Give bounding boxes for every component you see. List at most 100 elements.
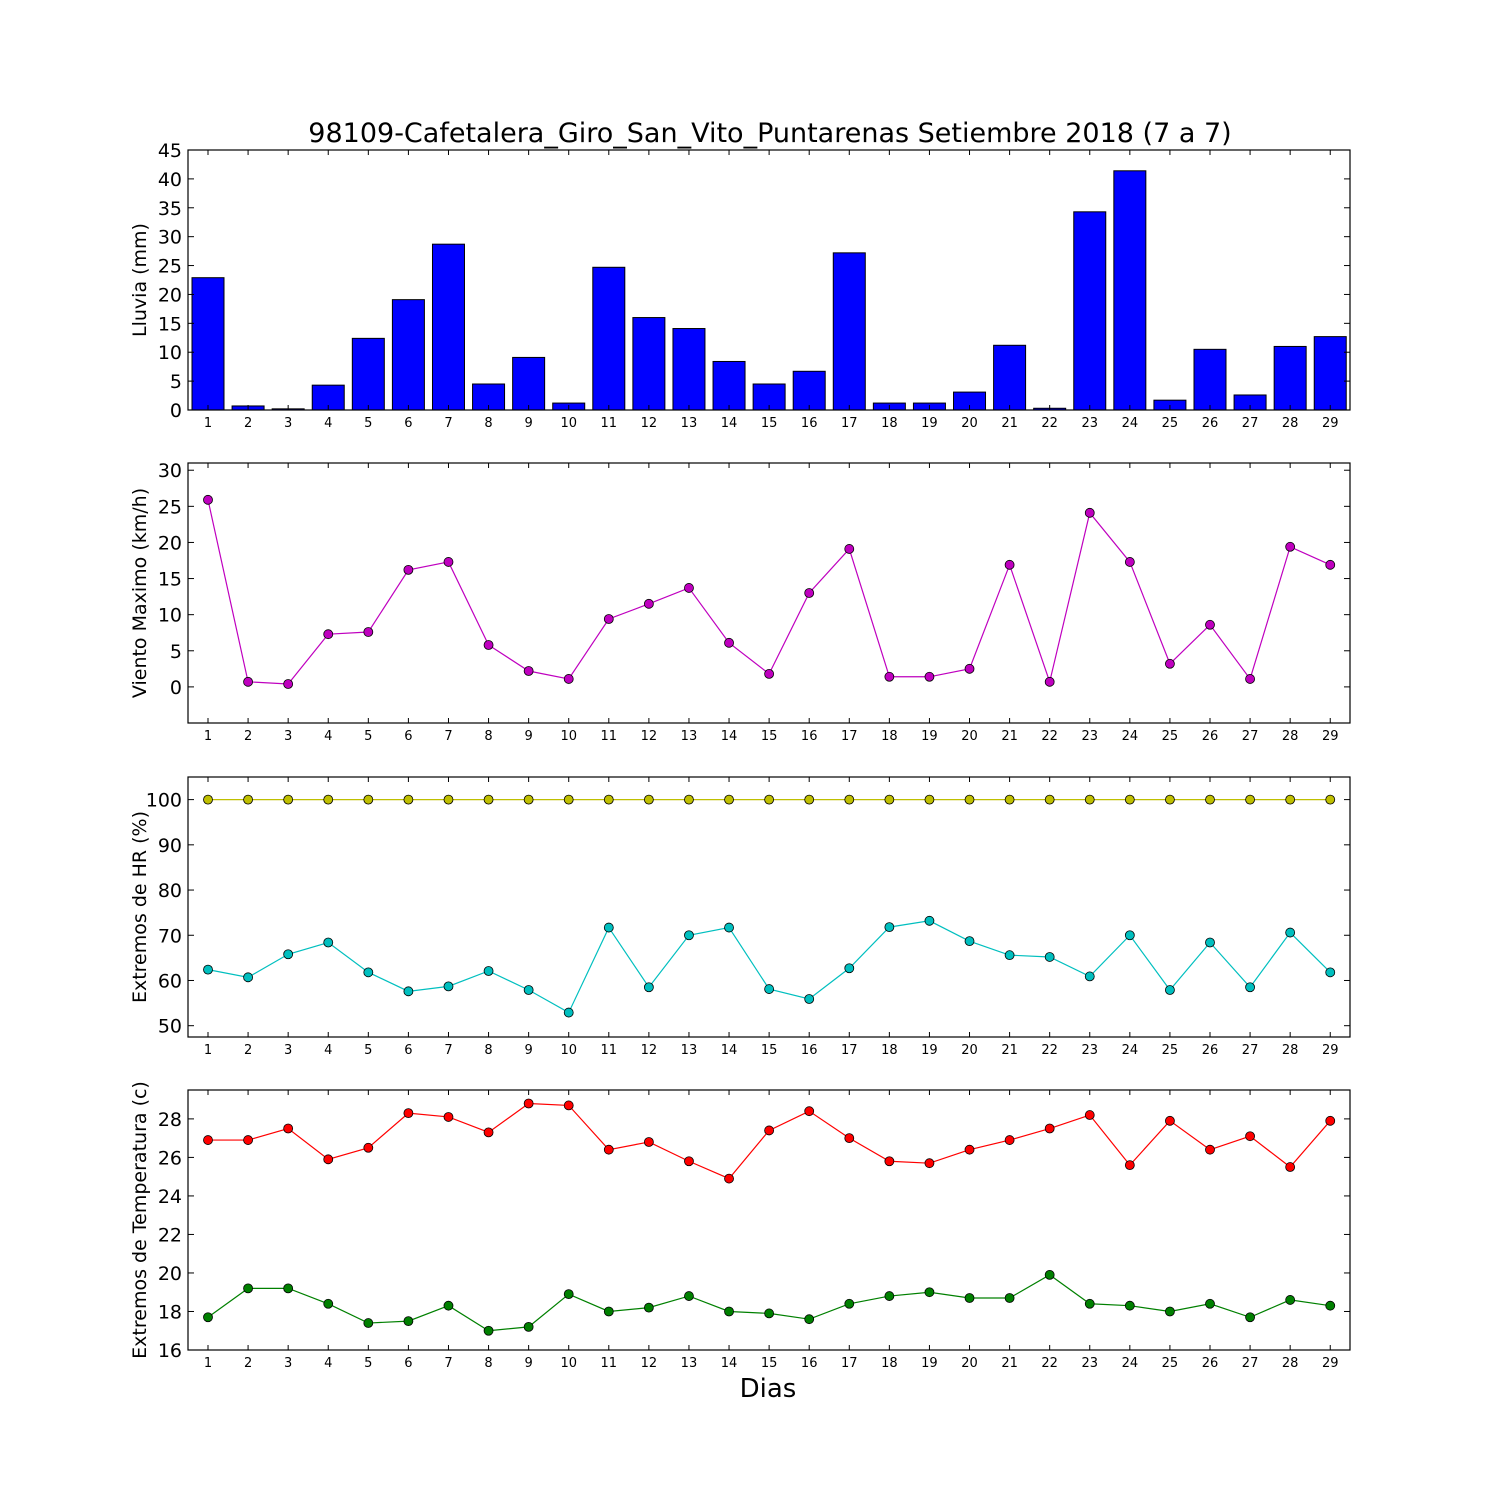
data-point (523, 794, 534, 805)
x-tick-label: 22 (1041, 1356, 1058, 1371)
data-point (323, 1154, 334, 1165)
panel-2: 1 2 3 4 5 6 7 8 9 10 11 12 13 14 15 16 17 18 19 20 21 22 23 24 2… (129, 460, 1351, 744)
x-tick-label: 14 (721, 416, 738, 431)
x-tick-label: 21 (1001, 1356, 1018, 1371)
bar (191, 277, 225, 411)
x-tick-label: 5 (364, 416, 372, 431)
data-point (403, 564, 414, 575)
y-tick-label: 25 (158, 256, 182, 278)
x-tick-label: 5 (364, 1356, 372, 1371)
data-point (563, 1007, 574, 1018)
x-tick-label: 10 (560, 1356, 577, 1371)
y-axis-label: Lluvia (mm) (129, 223, 151, 337)
data-point (1165, 794, 1175, 805)
data-point (323, 937, 334, 948)
y-tick-label: 20 (158, 532, 182, 554)
data-point (844, 1133, 855, 1144)
y-tick-label: 18 (158, 1301, 182, 1323)
data-point (603, 1306, 614, 1317)
data-point (443, 981, 454, 992)
x-tick-label: 1 (204, 1043, 212, 1058)
data-point (403, 1316, 414, 1327)
data-point (764, 794, 775, 805)
data-point (1044, 794, 1055, 805)
data-point (804, 588, 815, 598)
bar (351, 337, 385, 411)
x-tick-label: 13 (681, 729, 698, 744)
data-point (403, 794, 414, 805)
data-point (924, 671, 935, 682)
data-point (403, 1108, 414, 1119)
data-point (603, 1144, 614, 1155)
x-tick-label: 6 (404, 416, 412, 431)
data-point (884, 922, 895, 933)
data-point (1205, 1144, 1215, 1155)
data-point (844, 1298, 855, 1309)
data-point (1004, 1135, 1015, 1145)
x-tick-label: 11 (601, 416, 618, 431)
x-tick-label: 23 (1081, 729, 1098, 744)
data-point (1325, 967, 1336, 978)
data-point (443, 794, 454, 805)
data-point (1165, 1306, 1175, 1317)
x-tick-label: 11 (601, 729, 618, 744)
data-point (884, 1156, 895, 1167)
x-tick-label: 16 (801, 1356, 818, 1371)
bar (1313, 336, 1347, 411)
chart-panels: 1 2 3 4 5 6 7 8 9 10 11 12 13 14 15 16 17 18 19 20 21 22 23 24 2… (129, 140, 1351, 1371)
y-tick-label: 0 (170, 677, 182, 699)
x-tick-label: 3 (284, 1356, 292, 1371)
data-point (203, 964, 213, 975)
x-tick-label: 15 (761, 729, 778, 744)
panel-1: 1 2 3 4 5 6 7 8 9 10 11 12 13 14 15 16 17 18 19 20 21 22 23 24 2… (129, 140, 1351, 431)
y-tick-label: 22 (158, 1224, 182, 1246)
x-tick-label: 28 (1282, 729, 1299, 744)
x-tick-label: 17 (841, 1356, 858, 1371)
data-point (323, 794, 334, 805)
x-tick-label: 8 (484, 1043, 492, 1058)
panel-4: 1 2 3 4 5 6 7 8 9 10 11 12 13 14 15 16 17 18 19 20 21 22 23 24 2… (129, 1081, 1351, 1371)
y-tick-label: 15 (158, 313, 182, 335)
data-point (1165, 658, 1175, 669)
bar (1113, 170, 1147, 411)
data-point (1124, 1300, 1135, 1311)
data-point (1325, 1300, 1336, 1311)
data-point (804, 994, 815, 1004)
x-tick-label: 29 (1322, 416, 1339, 431)
data-point (1205, 1298, 1215, 1309)
data-point (1245, 1131, 1255, 1142)
data-point (684, 930, 694, 941)
panel-3: 1 2 3 4 5 6 7 8 9 10 11 12 13 14 15 16 17 18 19 20 21 22 23 24 2… (129, 776, 1351, 1058)
x-tick-label: 7 (444, 1356, 452, 1371)
data-point (1084, 971, 1095, 982)
x-tick-label: 16 (801, 416, 818, 431)
x-tick-label: 9 (524, 729, 532, 744)
data-point (844, 794, 855, 805)
x-tick-label: 28 (1282, 1356, 1299, 1371)
y-tick-label: 0 (170, 400, 182, 422)
data-point (443, 1300, 454, 1311)
data-point (483, 794, 494, 805)
x-tick-label: 3 (284, 729, 292, 744)
x-tick-label: 13 (681, 1043, 698, 1058)
y-tick-label: 45 (158, 140, 182, 162)
x-tick-label: 28 (1282, 416, 1299, 431)
data-point (1205, 937, 1215, 948)
x-axis-label: Dias (740, 1374, 797, 1404)
bar (1273, 345, 1307, 411)
data-point (643, 982, 654, 993)
x-tick-label: 3 (284, 1043, 292, 1058)
x-tick-label: 29 (1322, 729, 1339, 744)
data-point (1285, 794, 1296, 805)
data-point (1165, 1115, 1175, 1126)
x-tick-label: 8 (484, 729, 492, 744)
data-point (203, 494, 213, 505)
data-point (1044, 1123, 1055, 1134)
bar (512, 356, 546, 411)
x-tick-label: 1 (204, 416, 212, 431)
y-tick-label: 70 (158, 925, 182, 947)
x-tick-label: 10 (560, 416, 577, 431)
x-tick-label: 2 (244, 729, 252, 744)
